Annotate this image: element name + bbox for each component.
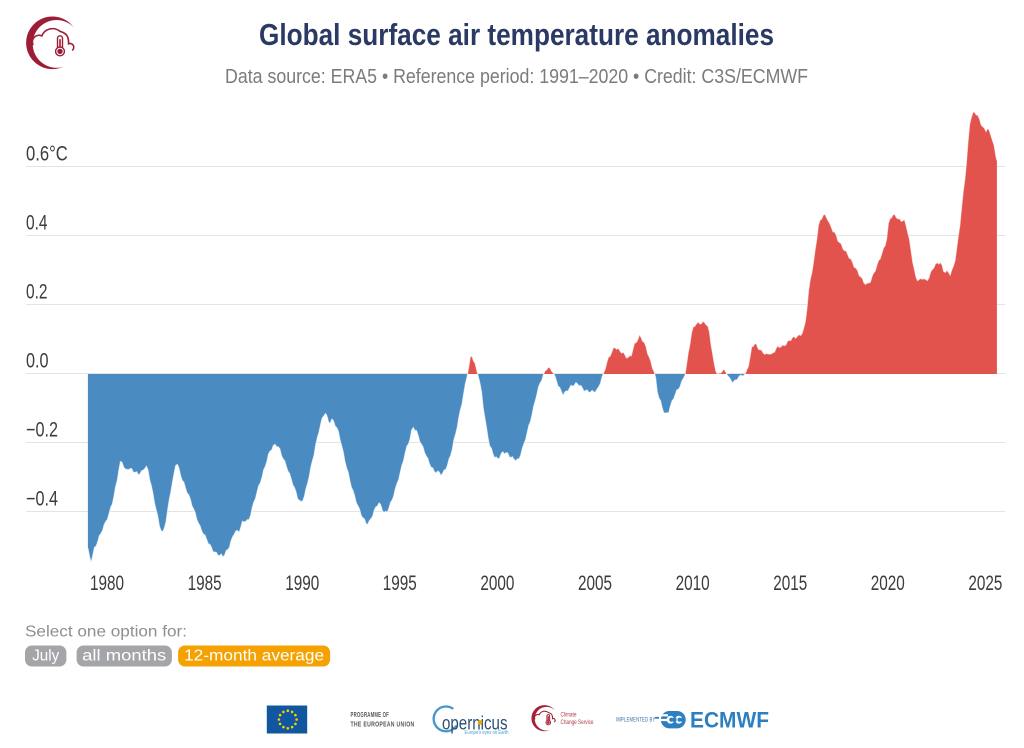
svg-text:2005: 2005	[578, 572, 612, 595]
svg-text:ECMWF: ECMWF	[690, 708, 769, 733]
svg-text:2020: 2020	[871, 572, 905, 595]
svg-text:2015: 2015	[773, 572, 807, 595]
svg-text:12-month average: 12-month average	[184, 648, 324, 665]
svg-text:Data source: ERA5 • Reference: Data source: ERA5 • Reference period: 19…	[225, 66, 808, 88]
svg-text:1990: 1990	[285, 572, 319, 595]
svg-text:THE EUROPEAN UNION: THE EUROPEAN UNION	[351, 720, 415, 729]
svg-text:2025: 2025	[968, 572, 1002, 595]
svg-text:IMPLEMENTED BY: IMPLEMENTED BY	[616, 717, 656, 724]
svg-text:0.4: 0.4	[26, 212, 48, 235]
svg-text:Select one option for:: Select one option for:	[25, 624, 187, 641]
svg-text:Change Service: Change Service	[561, 719, 594, 726]
svg-text:−0.2: −0.2	[26, 419, 58, 442]
svg-text:2000: 2000	[480, 572, 514, 595]
svg-text:2010: 2010	[676, 572, 710, 595]
svg-text:0.2: 0.2	[26, 281, 48, 304]
svg-text:0.6°C: 0.6°C	[26, 143, 68, 166]
svg-text:1980: 1980	[90, 572, 124, 595]
svg-text:0.0: 0.0	[26, 350, 49, 373]
svg-text:Europe's eyes on Earth: Europe's eyes on Earth	[465, 730, 509, 736]
svg-text:PROGRAMME OF: PROGRAMME OF	[351, 710, 390, 719]
svg-text:Global surface air temperature: Global surface air temperature anomalies	[259, 17, 774, 52]
svg-text:1995: 1995	[383, 572, 417, 595]
svg-text:−0.4: −0.4	[26, 488, 58, 511]
svg-text:all months: all months	[82, 648, 166, 665]
svg-text:opernicus: opernicus	[442, 714, 508, 735]
svg-text:Climate: Climate	[561, 712, 577, 719]
svg-text:July: July	[32, 648, 59, 665]
svg-text:1985: 1985	[188, 572, 222, 595]
